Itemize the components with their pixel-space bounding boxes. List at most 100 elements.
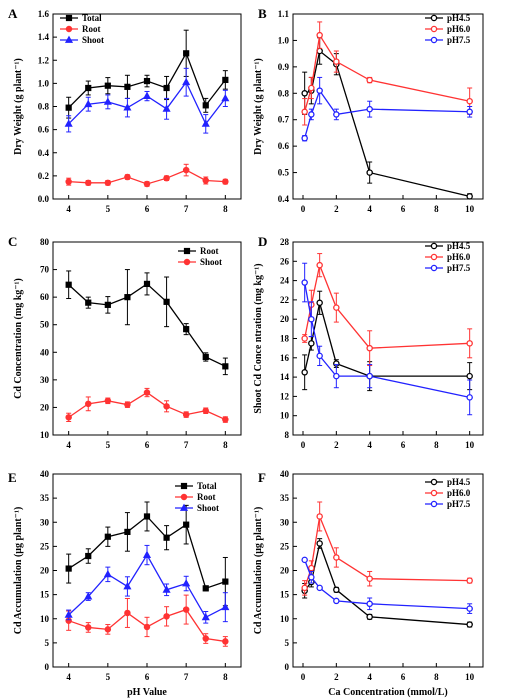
x-tick-label: 6 [401,204,406,214]
data-point [163,298,170,305]
legend-marker [430,478,438,486]
series-ph4-5 [301,538,473,628]
y-tick-label: 0.7 [278,115,290,125]
data-point [124,401,131,408]
x-tick-label: 6 [145,440,150,450]
series-line [304,541,470,626]
data-point [333,597,340,605]
data-point [316,87,323,94]
data-point [103,569,112,578]
legend-label: pH7.5 [447,263,471,273]
x-axis-label: Ca Concentration (mmol/L) [328,687,447,698]
y-tick-label: 15 [40,590,50,600]
data-point [466,577,473,584]
y-tick-label: 70 [40,265,50,275]
y-axis-label: Shoot Cd Conce ntration (mg kg⁻¹) [253,263,264,413]
legend-marker [183,247,191,255]
legend-label: pH6.0 [447,252,471,262]
data-point [143,389,151,396]
data-point [308,340,315,347]
legend-label: Root [200,246,219,256]
x-tick-label: 4 [66,672,71,682]
data-point [65,281,72,288]
series-shoot [65,387,229,423]
legend-entry: Root [178,246,219,256]
series-line [304,559,470,610]
data-point [183,521,190,528]
legend-label: pH6.0 [447,488,471,498]
data-point [163,84,170,92]
x-tick-label: 7 [184,440,189,450]
data-point [104,82,111,89]
legend-entry: Shoot [60,35,104,45]
x-tick-label: 8 [434,204,439,214]
legend-entry: Total [175,481,217,491]
data-point [466,193,473,200]
series-line [304,282,470,399]
y-tick-label: 1.6 [38,9,50,19]
y-tick-label: 35 [280,493,290,503]
legend-entry: pH7.5 [425,263,471,273]
data-point [123,581,132,590]
data-point [301,369,308,376]
y-tick-label: 0.4 [38,148,50,158]
y-tick-label: 40 [40,469,50,479]
y-tick-label: 30 [40,517,50,527]
y-axis-label: Cd Concentration (mg kg⁻¹) [13,278,24,399]
series-line [304,49,470,197]
data-point [333,372,340,380]
data-point [466,108,473,116]
data-point [301,279,308,286]
y-tick-label: 8 [285,430,290,440]
x-tick-label: 5 [106,204,111,214]
x-tick-label: 2 [334,440,339,450]
data-point [163,613,170,620]
data-point [64,119,73,127]
legend-marker [430,25,438,33]
y-tick-label: 1.2 [38,55,50,65]
data-point [143,180,151,188]
legend-label: pH7.5 [447,35,471,45]
legend-label: Root [197,492,216,502]
data-point [301,556,308,564]
panel-c: C 10 20 30 40 50 60 70 80 4 5 6 7 8 Cd Concentration (… [8,234,242,450]
y-tick-label: 1.0 [38,78,50,88]
x-tick-label: 4 [367,204,372,214]
data-point [104,179,112,187]
panel-a: A 0.0 0.2 0.4 0.6 0.8 1.0 1.2 1.4 1.6 4 5 6 7 8 Dry Wei… [8,6,242,214]
data-point [201,119,210,127]
x-tick-label: 2 [334,672,339,682]
data-point [316,584,323,592]
legend-label: pH6.0 [447,24,471,34]
x-tick-label: 0 [301,672,306,682]
legend-entry: pH6.0 [425,252,471,262]
data-point [333,554,340,561]
x-axis-label: pH Value [127,687,167,698]
data-point [308,84,315,92]
data-point [308,315,315,323]
data-point [316,261,323,269]
series-line [304,262,470,349]
series-ph4-5 [301,37,473,200]
x-tick-label: 4 [367,440,372,450]
data-point [142,550,152,558]
data-point [104,301,111,308]
data-point [84,592,93,600]
y-tick-label: 10 [280,614,290,624]
y-tick-label: 25 [40,541,50,551]
data-point [221,93,230,102]
data-point [333,304,340,311]
data-point [366,76,373,84]
data-point [85,299,92,306]
data-point [366,575,373,582]
data-point [308,574,315,581]
y-tick-label: 0.9 [278,62,290,72]
legend-label: pH4.5 [447,13,471,23]
data-point [65,104,72,111]
data-point [466,340,473,347]
series-line [304,33,470,112]
data-point [64,610,73,618]
data-point [201,612,210,621]
y-tick-label: 10 [280,411,290,421]
series-line [304,302,470,377]
